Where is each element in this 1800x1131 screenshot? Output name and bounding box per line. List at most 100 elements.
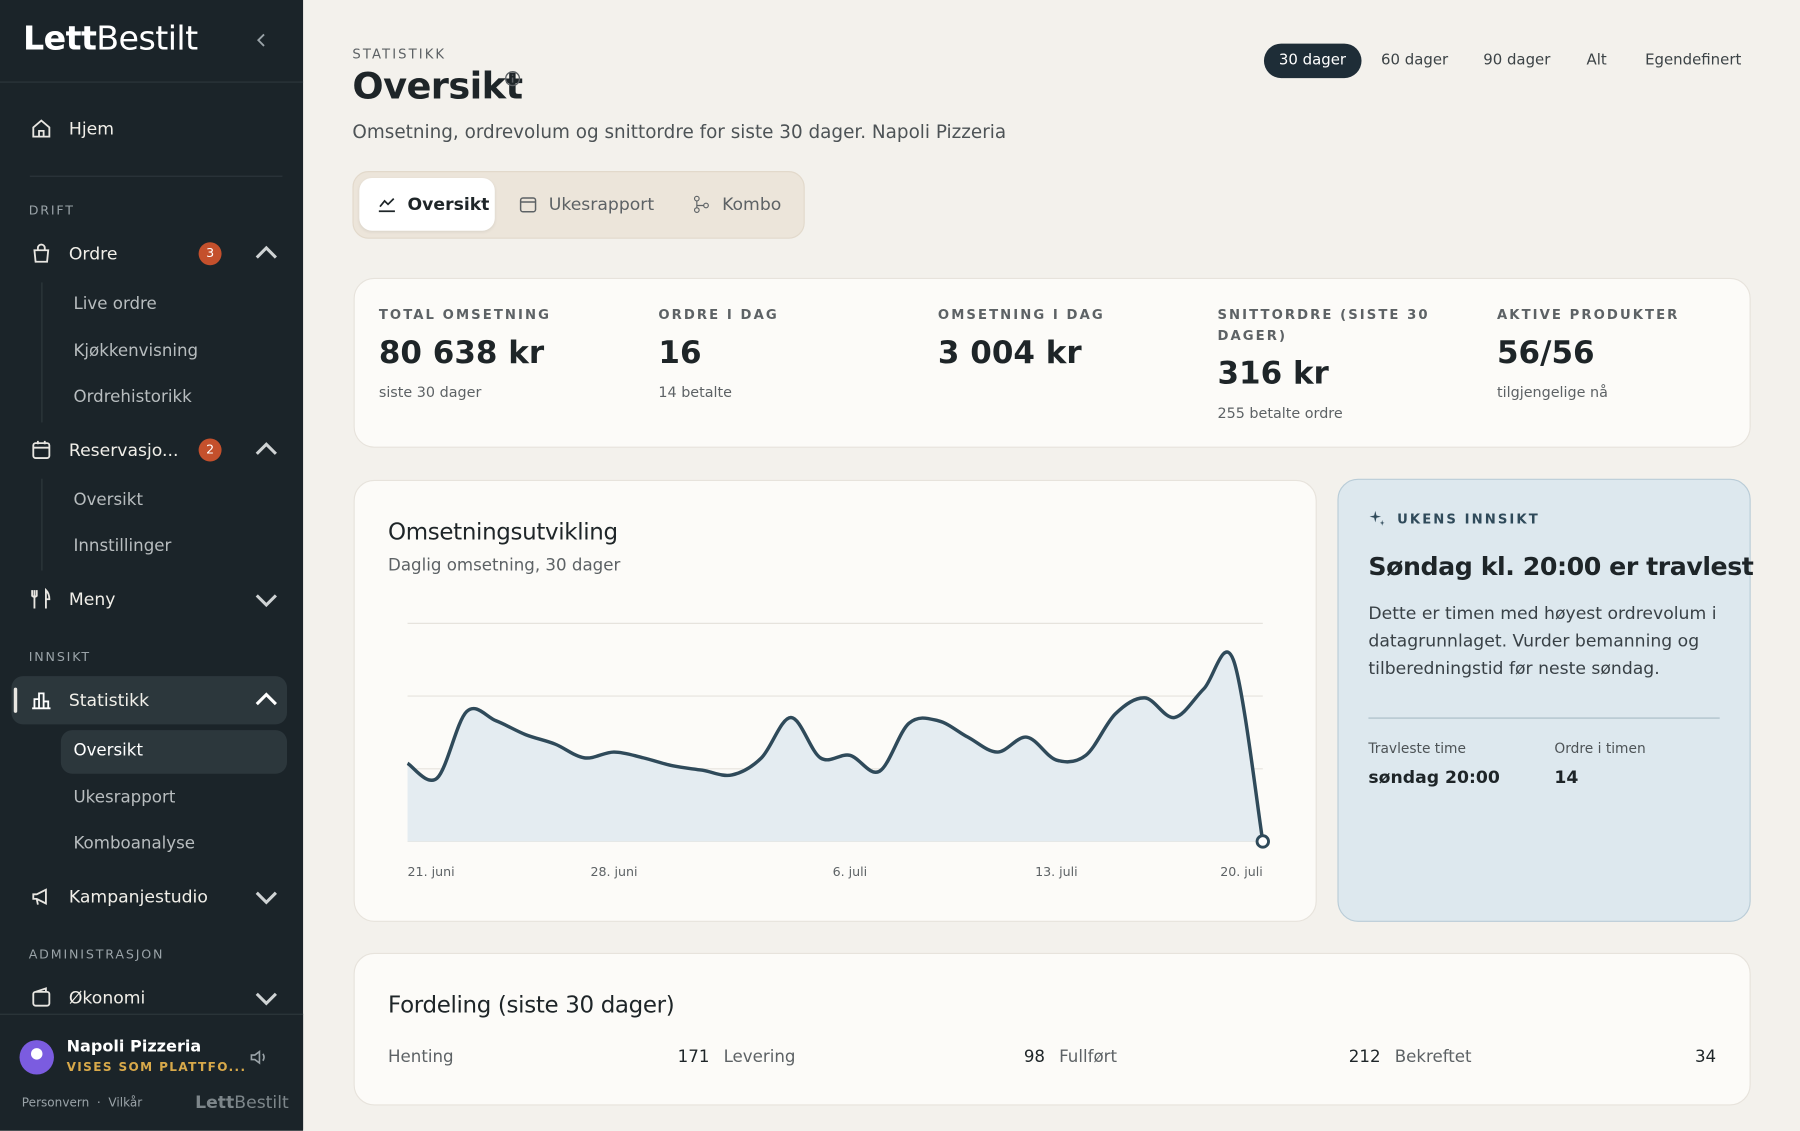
info-icon[interactable]: [504, 70, 521, 87]
kpi-note: 14 betalte: [658, 383, 733, 401]
section-label: INNSIKT: [28, 649, 91, 665]
chart-subtitle: Daglig omsetning, 30 dager: [388, 556, 621, 576]
nav-label: Hjem: [68, 118, 114, 139]
tree-line: [41, 282, 43, 423]
nav-sub[interactable]: Oversikt: [73, 741, 143, 760]
insight-card: [1337, 478, 1751, 922]
kpi-note: 255 betalte ordre: [1217, 404, 1343, 422]
active-sub-bg: [60, 730, 288, 774]
chart-title: Omsetningsutvikling: [388, 517, 618, 546]
distribution-card: [353, 952, 1751, 1106]
user-role: VISES SOM PLATTFO...: [66, 1060, 247, 1075]
insight-title: Søndag kl. 20:00 er travlest: [1368, 553, 1754, 583]
period-button[interactable]: 90 dager: [1483, 51, 1551, 69]
sparkle-icon: [1369, 510, 1385, 526]
nav-sub[interactable]: Ukesrapport: [73, 788, 176, 808]
kpi-value: 316 kr: [1217, 355, 1329, 392]
chart-card: [353, 479, 1317, 922]
tab[interactable]: Kombo: [722, 194, 782, 215]
logo-bold: Lett: [195, 1091, 235, 1113]
kpi-label: ORDRE I DAG: [658, 306, 779, 323]
nav-orders[interactable]: Ordre 3: [30, 231, 287, 277]
nav-sub[interactable]: Live ordre: [73, 295, 157, 314]
nav-label: Reservasjo...: [68, 439, 179, 461]
distribution-value: 171: [677, 1048, 710, 1067]
badge: 3: [198, 242, 222, 266]
kpi-label: SNITTORDRE (SISTE 30 DAGER): [1217, 306, 1430, 344]
tab[interactable]: Oversikt: [407, 194, 490, 215]
kpi-note: siste 30 dager: [378, 383, 482, 401]
page-subtitle: Omsetning, ordrevolum og snittordre for …: [352, 120, 1007, 143]
footer-logo: LettBestilt: [195, 1092, 289, 1113]
kpi-label: OMSETNING I DAG: [937, 306, 1105, 323]
insight-stat-value: 14: [1554, 766, 1579, 788]
nav-sub[interactable]: Innstillinger: [73, 537, 172, 556]
nav-label: Meny: [68, 588, 116, 610]
nav-sub[interactable]: Komboanalyse: [73, 834, 196, 853]
tab-icon: [519, 197, 537, 213]
avatar: [19, 1040, 54, 1075]
divider: [29, 175, 283, 177]
section-label: DRIFT: [28, 203, 75, 219]
footer-link[interactable]: Personvern: [21, 1096, 90, 1111]
insight-stat-value: søndag 20:00: [1368, 766, 1500, 788]
insight-stat-label: Ordre i timen: [1554, 740, 1646, 757]
logo-light: Bestilt: [96, 18, 198, 58]
kpi-card: [353, 277, 1751, 448]
kpi-value: 16: [658, 335, 702, 371]
active-indicator: [13, 687, 18, 713]
section-label: ADMINISTRASJON: [28, 947, 165, 963]
user-panel: [0, 1013, 304, 1131]
distribution-value: 98: [1023, 1048, 1046, 1067]
collapse-button[interactable]: [255, 33, 269, 47]
distribution-label: Bekreftet: [1394, 1048, 1472, 1067]
period-button[interactable]: 60 dager: [1381, 51, 1449, 69]
nav-campaign[interactable]: Kampanjestudio: [30, 874, 287, 920]
eyebrow: STATISTIKK: [352, 45, 447, 62]
period-button[interactable]: Egendefinert: [1645, 51, 1742, 69]
kpi-label: AKTIVE PRODUKTER: [1496, 306, 1680, 323]
footer-links: Personvern · Vilkår: [21, 1096, 143, 1111]
active-bg: [11, 676, 287, 725]
distribution-value: 34: [1694, 1048, 1717, 1067]
tab-icon: [378, 197, 395, 213]
nav-label: Kampanjestudio: [68, 886, 208, 907]
nav-label: Ordre: [68, 243, 118, 265]
nav-stats[interactable]: Statistikk: [30, 677, 287, 723]
logo: LettBestilt: [23, 18, 198, 57]
user-name: Napoli Pizzeria: [66, 1037, 202, 1057]
divider: [1368, 717, 1720, 719]
divider: [0, 81, 304, 83]
nav-sub[interactable]: Kjøkkenvisning: [73, 342, 199, 361]
nav-label: Økonomi: [68, 987, 146, 1008]
distribution-value: 212: [1348, 1048, 1381, 1067]
nav-home[interactable]: Hjem: [30, 106, 287, 152]
period-button[interactable]: Alt: [1586, 51, 1607, 69]
kpi-value: 80 638 kr: [378, 335, 545, 371]
tab-icon: [693, 195, 709, 213]
insight-eyebrow: UKENS INNSIKT: [1397, 510, 1540, 527]
distribution-title: Fordeling (siste 30 dager): [388, 990, 675, 1019]
nav-economy[interactable]: Økonomi: [30, 975, 287, 1021]
nav-menu[interactable]: Meny: [30, 576, 287, 622]
logo-light: Bestilt: [234, 1091, 289, 1113]
distribution-label: Fullført: [1059, 1048, 1118, 1067]
nav-sub[interactable]: Ordrehistorikk: [73, 388, 192, 407]
nav-reservations[interactable]: Reservasjo... 2: [30, 427, 287, 473]
page-title: Oversikt: [352, 64, 523, 108]
nav-label: Statistikk: [68, 689, 150, 711]
kpi-value: 3 004 kr: [937, 335, 1082, 371]
sidebar: LettBestilt Hjem DRIFT Ordre 3 Live ordre…: [0, 0, 304, 1131]
period-button[interactable]: 30 dager: [1263, 43, 1361, 79]
footer-link[interactable]: Vilkår: [108, 1096, 143, 1111]
kpi-label: TOTAL OMSETNING: [378, 306, 552, 323]
insight-body: Dette er timen med høyest ordrevolum i d…: [1368, 602, 1717, 679]
tab[interactable]: Ukesrapport: [548, 194, 655, 215]
tree-line: [41, 478, 43, 571]
logo-bold: Lett: [22, 18, 97, 58]
nav-sub[interactable]: Oversikt: [73, 491, 143, 510]
badge: 2: [198, 438, 222, 462]
sound-button[interactable]: [248, 1047, 269, 1068]
